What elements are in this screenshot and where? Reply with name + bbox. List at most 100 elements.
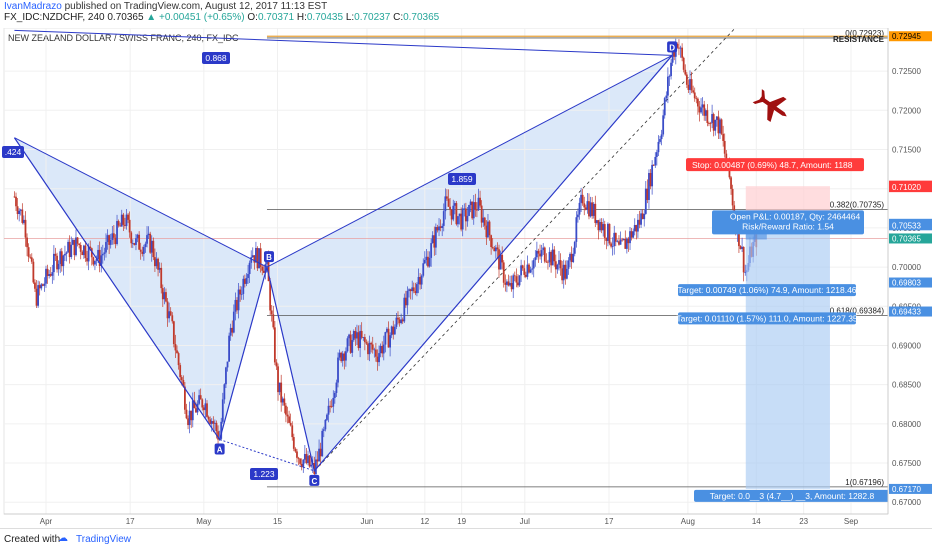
author-link[interactable]: IvanMadrazo bbox=[4, 1, 62, 12]
candle-body bbox=[146, 235, 148, 244]
candle-body bbox=[649, 172, 652, 187]
candle-body bbox=[277, 366, 279, 393]
candle-body bbox=[442, 211, 445, 226]
footer-bar: Created with ☁ TradingView bbox=[0, 528, 932, 551]
candle-body bbox=[356, 332, 358, 339]
candle-body bbox=[213, 422, 216, 424]
candle-body bbox=[711, 114, 713, 124]
price-axis-badge bbox=[889, 306, 932, 317]
candle-body bbox=[521, 265, 524, 269]
candle-body bbox=[720, 119, 723, 134]
target-label: Target: 0.01110 (1.57%) 111.0, Amount: 1… bbox=[676, 313, 858, 323]
candle-body bbox=[562, 264, 565, 281]
open-value: 0.70371 bbox=[257, 12, 295, 23]
candle-body bbox=[543, 247, 546, 262]
candle-body bbox=[54, 253, 57, 256]
candle-body bbox=[684, 69, 687, 75]
candle-body bbox=[152, 240, 155, 258]
candle-body bbox=[678, 47, 680, 49]
candle-body bbox=[545, 261, 548, 263]
candle-body bbox=[48, 274, 51, 276]
target-label: Target: 0.0__3 (4.7__) __3, Amount: 1282… bbox=[710, 491, 875, 501]
tradingview-brand[interactable]: TradingView bbox=[76, 534, 132, 545]
candle-body bbox=[417, 276, 420, 285]
candle-body bbox=[406, 290, 409, 306]
candle-body bbox=[693, 92, 696, 99]
candle-body bbox=[357, 332, 360, 349]
candle-body bbox=[474, 202, 477, 210]
candle-body bbox=[425, 256, 428, 261]
candle-body bbox=[60, 251, 63, 267]
ratio-badge bbox=[448, 173, 476, 185]
candle-body bbox=[654, 156, 657, 166]
candle-body bbox=[259, 248, 262, 267]
candle-body bbox=[251, 255, 254, 258]
candle-body bbox=[340, 352, 343, 362]
candle-body bbox=[641, 213, 644, 220]
candle-body bbox=[387, 328, 390, 348]
candle-body bbox=[528, 264, 530, 273]
candle-body bbox=[553, 249, 556, 262]
candle-body bbox=[79, 244, 82, 252]
price-chart[interactable]: NEW ZEALAND DOLLAR / SWISS FRANC, 240, F… bbox=[0, 28, 932, 528]
candle-body bbox=[319, 448, 322, 457]
candle-body bbox=[461, 208, 464, 230]
candle-body bbox=[640, 213, 642, 225]
candle-body bbox=[611, 246, 614, 247]
candle-body bbox=[709, 123, 712, 124]
candle-body bbox=[526, 264, 529, 277]
candle-body bbox=[144, 243, 147, 247]
candle-body bbox=[714, 119, 717, 131]
candle-body bbox=[62, 255, 65, 267]
candle-body bbox=[330, 406, 333, 407]
open-label: O: bbox=[247, 12, 258, 23]
target-label-box bbox=[678, 312, 856, 325]
candle-body bbox=[411, 287, 414, 292]
price-axis[interactable] bbox=[888, 28, 932, 514]
candle-body bbox=[583, 203, 586, 208]
candle-body bbox=[506, 281, 508, 285]
candle-body bbox=[731, 188, 734, 206]
candle-body bbox=[436, 227, 439, 231]
candle-body bbox=[243, 278, 246, 284]
candle-body bbox=[169, 311, 172, 316]
candle-body bbox=[130, 232, 133, 244]
candle-body bbox=[87, 246, 90, 262]
candle-body bbox=[409, 289, 412, 292]
last-price: 0.70365 bbox=[107, 12, 144, 23]
candle-body bbox=[586, 201, 589, 210]
candle-body bbox=[722, 133, 725, 141]
ratio-badge-label: 0.868 bbox=[205, 53, 227, 63]
candle-body bbox=[51, 272, 54, 276]
tradingview-logo-icon[interactable]: ☁ bbox=[58, 533, 68, 544]
price-axis-badge bbox=[889, 483, 932, 494]
candle-body bbox=[35, 288, 38, 306]
candle-body bbox=[679, 47, 682, 49]
candle-body bbox=[567, 260, 570, 269]
candle-body bbox=[202, 407, 205, 411]
candle-body bbox=[166, 301, 169, 319]
candle-body bbox=[41, 284, 44, 286]
candle-body bbox=[670, 62, 672, 77]
candle-body bbox=[635, 224, 638, 232]
candle-body bbox=[701, 104, 704, 108]
candle-body bbox=[548, 251, 551, 263]
candle-body bbox=[599, 222, 601, 231]
candle-body bbox=[592, 203, 595, 216]
candle-body bbox=[46, 268, 49, 276]
symbol-label: FX_IDC:NZDCHF, 240 bbox=[4, 12, 105, 23]
candle-body bbox=[289, 422, 292, 426]
candle-body bbox=[182, 380, 185, 387]
candle-body bbox=[38, 285, 41, 289]
price-tick-label: 0.71500 bbox=[892, 146, 921, 155]
pattern-point-label: A bbox=[217, 446, 223, 455]
candle-body bbox=[365, 342, 368, 344]
candle-body bbox=[423, 260, 426, 264]
candle-body bbox=[523, 268, 526, 275]
candle-body bbox=[386, 328, 388, 333]
candle-body bbox=[256, 248, 259, 269]
candle-body bbox=[40, 284, 43, 289]
candle-body bbox=[106, 235, 109, 242]
candle-body bbox=[168, 311, 171, 319]
candle-body bbox=[209, 419, 212, 424]
